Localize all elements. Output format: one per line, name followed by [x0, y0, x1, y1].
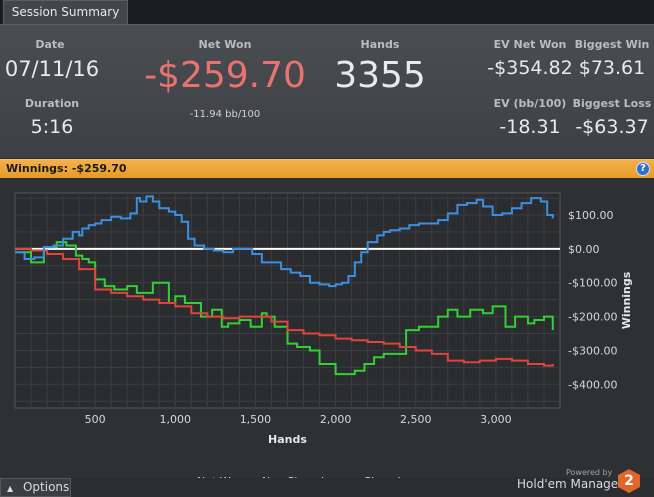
winnings-chart-panel: 500 1,000 1,500 2,000 2,500 3,000 $100.00 $0.00…: [0, 178, 654, 488]
brand-logo-badge: 2: [618, 469, 640, 493]
tab-session-summary[interactable]: Session Summary: [3, 0, 128, 24]
y-tick-label: -$300.00: [568, 344, 617, 357]
x-axis-label: Hands: [268, 433, 307, 446]
x-tick-label: 2,000: [320, 413, 352, 426]
winnings-bar-value: -$259.70: [71, 162, 127, 175]
biggest-loss-value: -$63.37: [575, 116, 649, 138]
y-tick-label: $100.00: [568, 209, 614, 222]
date-value: 07/11/16: [4, 57, 100, 81]
net-won-bb100: -11.94 bb/100: [189, 109, 261, 120]
question-icon[interactable]: ?: [636, 162, 650, 176]
biggest-loss-label: Biggest Loss: [572, 97, 652, 110]
biggest-win-value: $73.61: [578, 57, 646, 79]
winnings-bar: Winnings: -$259.70 ?: [0, 159, 654, 178]
biggest-win-label: Biggest Win: [574, 38, 650, 51]
x-tick-label: 500: [85, 413, 106, 426]
winnings-bar-label: Winnings:: [6, 162, 68, 175]
ev-net-won-value: -$354.82: [487, 57, 573, 79]
options-label: Options: [22, 480, 70, 494]
net-won-label: Net Won: [198, 38, 252, 51]
y-tick-label: -$100.00: [568, 277, 617, 290]
winnings-chart: 500 1,000 1,500 2,000 2,500 3,000 $100.00 $0.00…: [14, 192, 633, 488]
session-summary-panel: Date 07/11/16 Duration 5:16 Net Won -$25…: [0, 24, 654, 158]
net-won-value: -$259.70: [144, 55, 306, 96]
series-line-net-won: [15, 241, 554, 376]
y-tick-label: -$400.00: [568, 378, 617, 391]
bottom-bar: [0, 478, 654, 497]
duration-label: Duration: [24, 97, 80, 110]
duration-value: 5:16: [30, 116, 74, 138]
x-tick-label: 1,500: [240, 413, 272, 426]
y-tick-label: $0.00: [568, 243, 600, 256]
winnings-bar-text: Winnings: -$259.70: [6, 162, 127, 175]
options-button[interactable]: ▲ Options: [0, 478, 71, 497]
ev-bb100-label: EV (bb/100): [493, 97, 567, 110]
ev-net-won-label: EV Net Won: [493, 38, 567, 51]
hands-value: 3355: [334, 55, 426, 96]
x-tick-label: 1,000: [160, 413, 192, 426]
x-tick-label: 3,000: [480, 413, 512, 426]
brand-name: Hold'em Manager: [517, 477, 624, 491]
tab-bar: Session Summary: [0, 0, 654, 24]
powered-by-text: Powered by: [566, 468, 613, 477]
x-tick-label: 2,500: [400, 413, 432, 426]
date-label: Date: [35, 38, 65, 51]
series-line-showdown: [15, 195, 554, 288]
ev-bb100-value: -18.31: [499, 116, 561, 138]
y-axis-label: Winnings: [620, 271, 633, 329]
hands-label: Hands: [360, 38, 400, 51]
y-tick-label: -$200.00: [568, 311, 617, 324]
chevron-up-icon: ▲: [7, 484, 14, 493]
series-line-non-showdown: [15, 247, 554, 367]
